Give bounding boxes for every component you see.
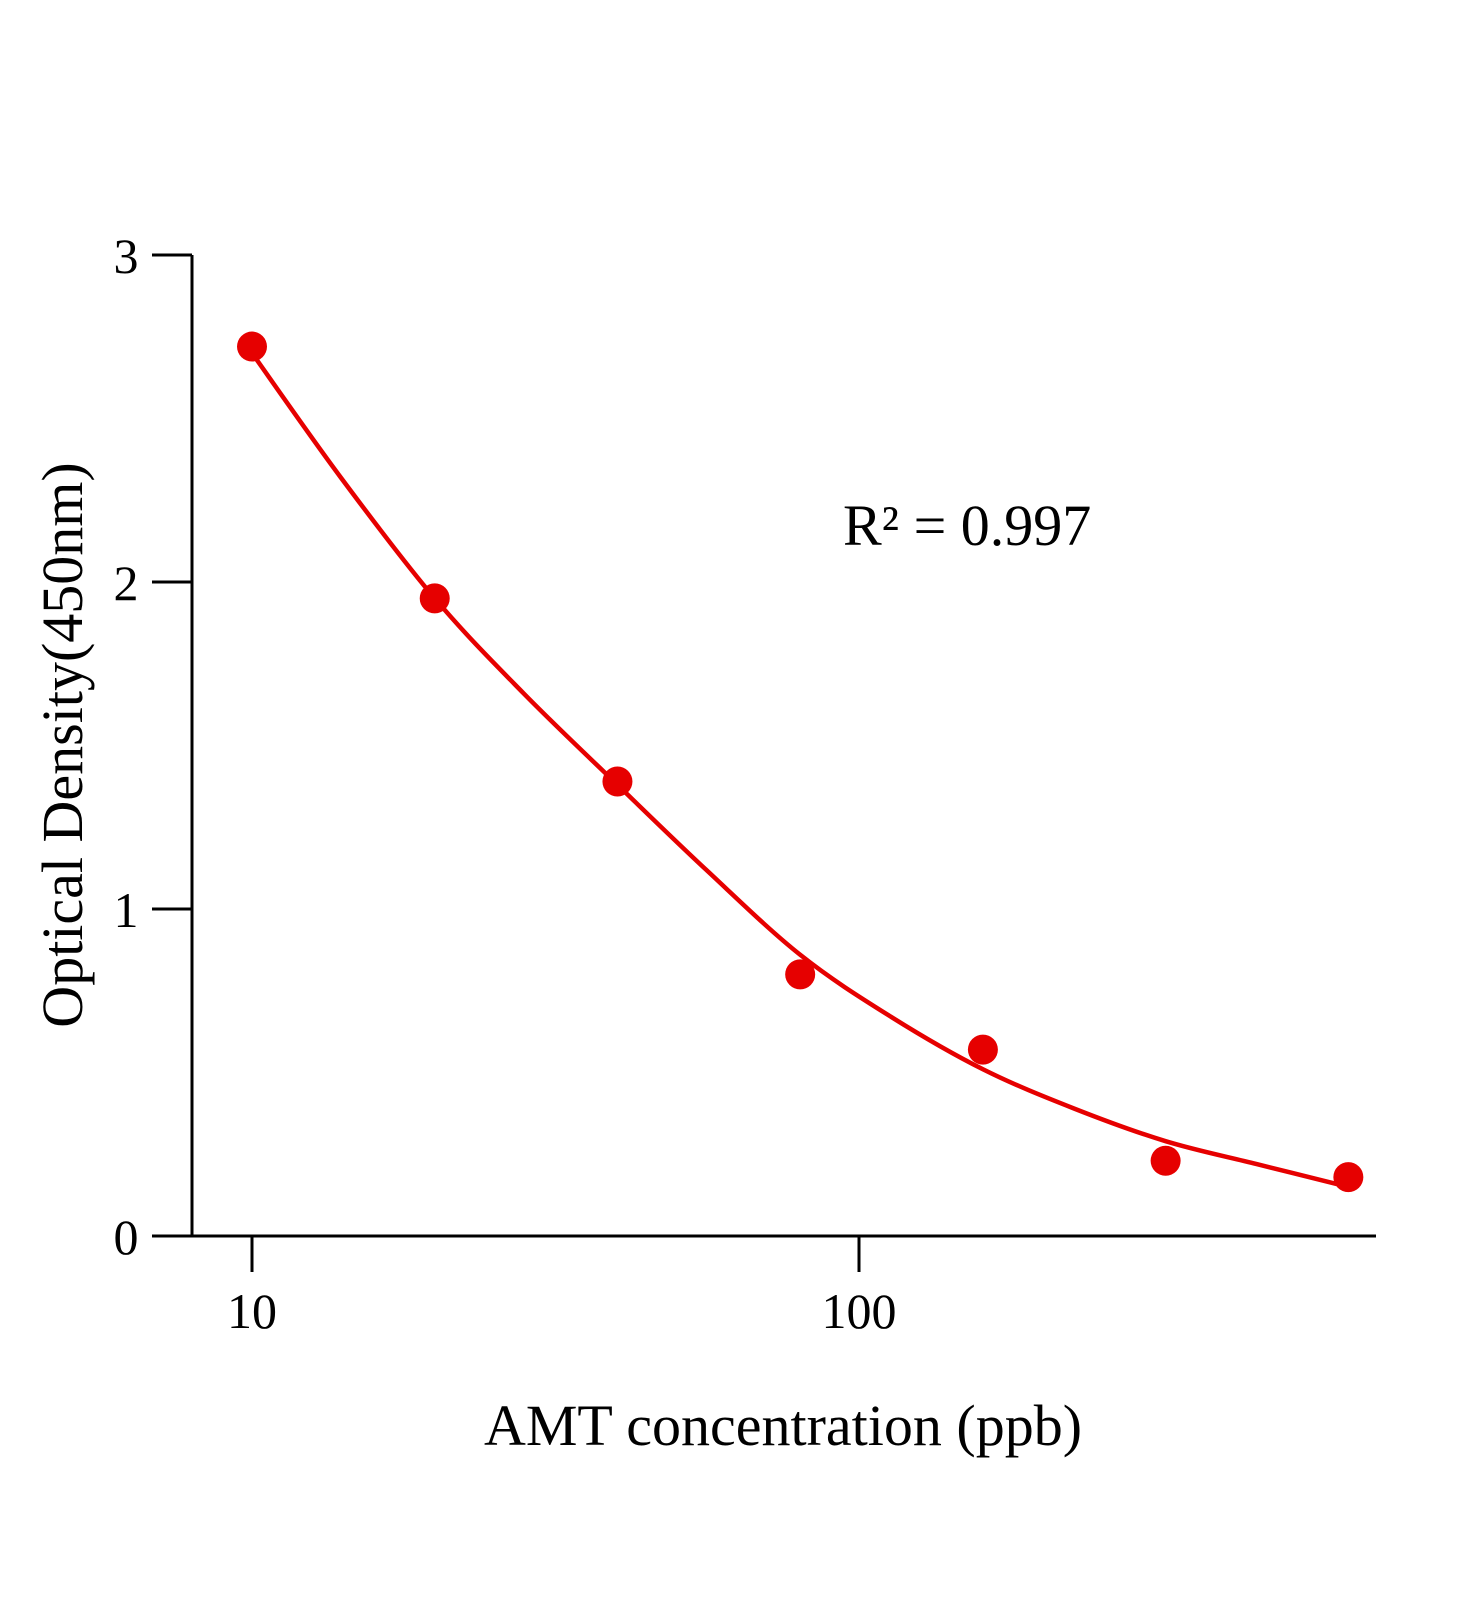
x-axis-label: AMT concentration (ppb) bbox=[484, 1393, 1082, 1458]
data-point bbox=[419, 583, 450, 614]
data-point bbox=[1150, 1145, 1181, 1176]
data-point bbox=[785, 959, 816, 990]
fit-curve bbox=[250, 351, 1349, 1190]
y-tick-label: 1 bbox=[114, 882, 139, 938]
y-tick-label: 2 bbox=[114, 555, 139, 611]
r-squared-annotation: R² = 0.997 bbox=[843, 493, 1091, 558]
data-points bbox=[237, 331, 1364, 1193]
y-axis-label: Optical Density(450nm) bbox=[30, 462, 95, 1027]
fit-curve-group bbox=[250, 351, 1349, 1190]
data-point bbox=[602, 766, 633, 797]
data-point bbox=[1333, 1162, 1364, 1193]
data-point bbox=[237, 331, 267, 362]
y-tick-label: 0 bbox=[114, 1209, 139, 1265]
x-tick-label: 100 bbox=[822, 1283, 897, 1339]
data-point bbox=[967, 1034, 998, 1065]
axes: 0 1 2 3 10 100 bbox=[114, 228, 1376, 1339]
x-tick-label: 10 bbox=[227, 1283, 277, 1339]
y-tick-label: 3 bbox=[114, 228, 139, 284]
